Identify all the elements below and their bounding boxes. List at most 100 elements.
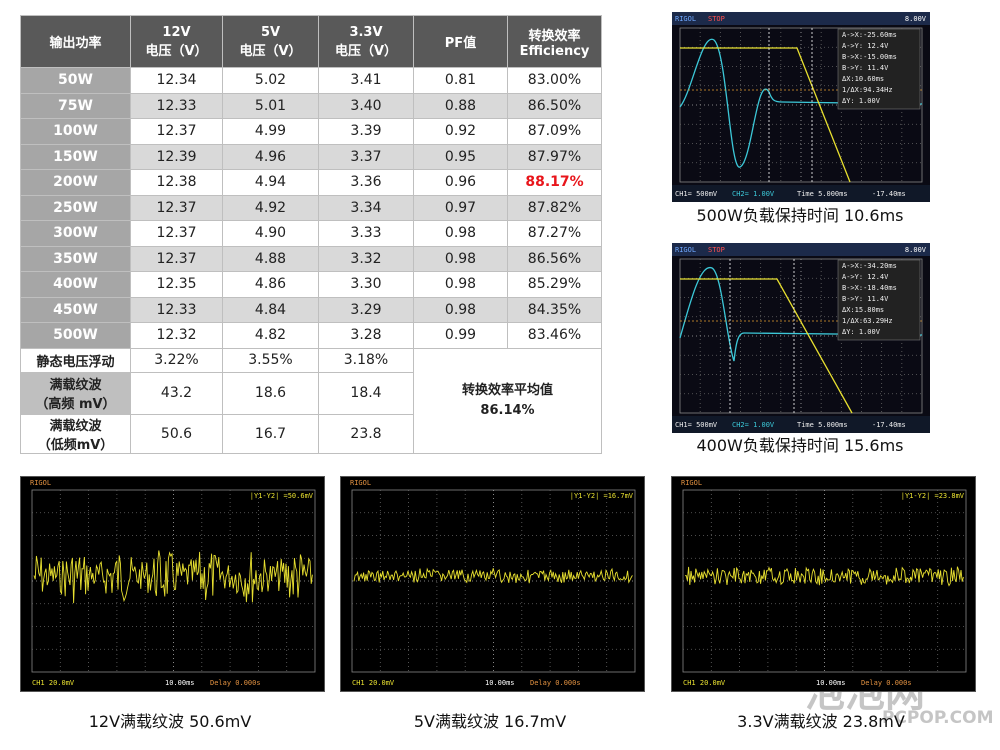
- status-text: Delay 0.000s: [210, 679, 261, 687]
- ripple-trace: [33, 550, 313, 604]
- value-cell: 12.33: [130, 296, 223, 323]
- status-text: CH1 20.0mV: [683, 679, 726, 687]
- cell-line: 满载纹波: [49, 378, 102, 393]
- value-cell: 87.82%: [507, 194, 602, 221]
- cell-line: 3.3V: [349, 24, 383, 40]
- trigger: 8.00V: [905, 15, 927, 23]
- data-row: 450W 12.33 4.84 3.29 0.98 84.35%: [20, 296, 602, 323]
- trigger: 8.00V: [905, 246, 927, 254]
- value-cell: 87.27%: [507, 220, 602, 247]
- value-cell: 83.46%: [507, 322, 602, 349]
- row-label: 100W: [20, 118, 131, 145]
- cell-line: 输出功率: [49, 36, 102, 51]
- value-cell: 3.28: [318, 322, 414, 349]
- brand: RIGOL: [30, 479, 51, 487]
- row-label: 满载纹波 （高频 mV）: [20, 371, 131, 415]
- oscilloscope-screen: RIGOL STOP 8.00V A->X:-34.20ms A->Y: 12.4V B-…: [672, 243, 930, 433]
- value-cell: 3.33: [318, 220, 414, 247]
- status-text: 10.00ms: [485, 679, 515, 687]
- caption: 400W负载保持时间 15.6ms: [696, 436, 904, 455]
- value-cell: 86.50%: [507, 92, 602, 119]
- data-row: 250W 12.37 4.92 3.34 0.97 87.82%: [20, 194, 602, 221]
- measure: |Y1-Y2| =16.7mV: [570, 492, 634, 500]
- header-cell: 12V 电压（V）: [130, 15, 223, 68]
- brand: RIGOL: [675, 15, 696, 23]
- value-cell: 86.56%: [507, 245, 602, 272]
- oscilloscope-screen: RIGOL |Y1-Y2| =16.7mV CH1 20.0mV 10.00ms Del…: [340, 476, 645, 692]
- value-cell: 0.81: [413, 67, 508, 94]
- readout: A->X:-25.60ms: [842, 31, 897, 39]
- trace-ch2: [680, 47, 851, 183]
- readout: B->X:-15.00ms: [842, 53, 897, 61]
- data-row: 150W 12.39 4.96 3.37 0.95 87.97%: [20, 143, 602, 170]
- status-text: Delay 0.000s: [530, 679, 581, 687]
- status-text: CH1 20.0mV: [352, 679, 395, 687]
- value-cell: 3.36: [318, 169, 414, 196]
- status: STOP: [708, 15, 725, 23]
- value-cell: 12.32: [130, 322, 223, 349]
- screen-bg: [340, 476, 645, 692]
- readout: ΔY: 1.00V: [842, 328, 881, 336]
- value-cell: 4.88: [222, 245, 319, 272]
- cell-line: （低频mV）: [37, 437, 114, 453]
- cell-line: 转换效率: [528, 28, 581, 44]
- measure: |Y1-Y2| =50.6mV: [250, 492, 314, 500]
- top-bar: [672, 243, 930, 256]
- trace-ch1: [679, 38, 923, 168]
- value-cell: 3.34: [318, 194, 414, 221]
- row-label: 350W: [20, 245, 131, 272]
- value-cell: 0.88: [413, 92, 508, 119]
- watermark-site: PCPOP.COM: [882, 708, 994, 728]
- ripple-trace: [684, 566, 964, 587]
- status-text: -17.40ms: [872, 190, 906, 198]
- row-label: 静态电压浮动: [20, 347, 131, 373]
- bottom-bar: [672, 416, 930, 433]
- value-cell: 12.37: [130, 245, 223, 272]
- row-label: 250W: [20, 194, 131, 221]
- readout: ΔX:10.60ms: [842, 75, 884, 83]
- value-cell: 12.35: [130, 271, 223, 298]
- readout: A->X:-34.20ms: [842, 262, 897, 270]
- cell-line: PF值: [444, 36, 477, 51]
- value-cell: 12.33: [130, 92, 223, 119]
- readout-box: [837, 259, 921, 341]
- brand: RIGOL: [681, 479, 702, 487]
- data-row: 200W 12.38 4.94 3.36 0.96 88.17%: [20, 169, 602, 196]
- value-cell: 3.29: [318, 296, 414, 323]
- cell-line: 满载纹波: [49, 418, 102, 434]
- value-cell: 4.96: [222, 143, 319, 170]
- value-cell: 0.96: [413, 169, 508, 196]
- row-label: 200W: [20, 169, 131, 196]
- data-row: 100W 12.37 4.99 3.39 0.92 87.09%: [20, 118, 602, 145]
- row-label: 400W: [20, 271, 131, 298]
- value-cell: 3.18%: [318, 347, 414, 373]
- value-cell: 0.99: [413, 322, 508, 349]
- row-label: 450W: [20, 296, 131, 323]
- cell-line: 5V: [260, 24, 281, 40]
- top-bar: [672, 12, 930, 25]
- value-cell: 5.01: [222, 92, 319, 119]
- value-cell: 0.98: [413, 220, 508, 247]
- cell-line: 电压（V）: [145, 43, 208, 59]
- value-cell: 85.29%: [507, 271, 602, 298]
- value-cell: 5.02: [222, 67, 319, 94]
- value-cell: 16.7: [222, 413, 319, 454]
- brand: RIGOL: [675, 246, 696, 254]
- caption: 500W负载保持时间 10.6ms: [696, 206, 904, 225]
- value-cell: 3.41: [318, 67, 414, 94]
- readout: A->Y: 12.4V: [842, 42, 889, 50]
- average-cell: 转换效率平均值 86.14%: [413, 347, 602, 454]
- value-cell: 87.09%: [507, 118, 602, 145]
- ripple-trace: [353, 567, 633, 584]
- readout-box: [837, 28, 921, 110]
- value-cell: 23.8: [318, 413, 414, 454]
- value-cell: 0.98: [413, 296, 508, 323]
- status-text: CH1= 500mV: [675, 421, 718, 429]
- value-cell: 3.39: [318, 118, 414, 145]
- value-cell: 50.6: [130, 413, 223, 454]
- status-text: Delay 0.000s: [861, 679, 912, 687]
- data-table: 输出功率 12V 电压（V） 5V 电压（V） 3.3V 电压（V） PF值 转换效率 Effic…: [20, 15, 602, 454]
- cell-line: 电压（V）: [334, 43, 398, 59]
- average-label: 转换效率平均值: [461, 382, 553, 398]
